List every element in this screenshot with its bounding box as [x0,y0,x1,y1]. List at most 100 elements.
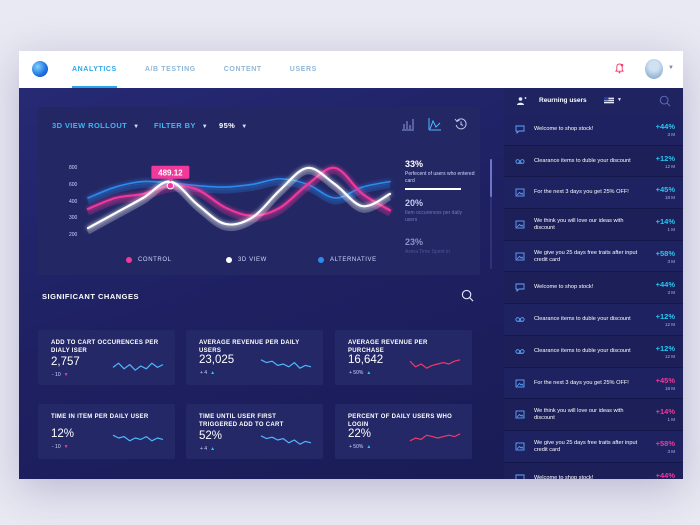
notification-value: +44% [655,470,675,479]
metric-card[interactable]: ADD TO CART OCCURENCES PER DIALY ISER 2,7… [38,330,175,385]
notification-item[interactable]: We give you 25 days free traits after in… [504,240,683,273]
legend-label: 3D VIEW [238,257,267,263]
sparkline [260,359,312,369]
us-flag-icon[interactable] [604,97,614,104]
tab-users[interactable]: USERS [289,66,317,73]
notification-item[interactable]: For the next 3 days you get 25% OFF! +45%… [504,367,683,400]
notification-unit: 3 M [667,258,675,264]
logo[interactable] [32,61,48,77]
notification-item[interactable]: Welcome to shop stock! +44% [504,463,683,479]
tab-analytics[interactable]: ANALYTICS [72,51,117,88]
metric-change: + 50% ▲ [349,444,371,450]
image-icon [515,410,525,419]
notification-item[interactable]: We think you will love our ideas with di… [504,399,683,431]
metric-change-value: - 10 [52,444,61,450]
filter-dropdown[interactable]: FILTER BY ▼ [154,121,208,130]
arrow-up-icon: ▲ [366,370,372,376]
chevron-down-icon[interactable]: ▼ [668,65,674,71]
main-nav: ANALYTICS A/B TESTING CONTENT USERS [72,51,345,88]
view-dropdown[interactable]: 3D VIEW ROLLOUT ▼ [52,121,140,130]
arrow-up-icon: ▲ [210,370,216,376]
notification-text: We think you will love our ideas with di… [534,408,624,422]
notification-text: Welcome to shop stock! [534,284,594,291]
search-icon[interactable] [659,95,671,107]
series-alternative-line [87,178,391,199]
highlight-point[interactable] [166,182,175,190]
image-icon [515,188,525,197]
tab-ab-testing[interactable]: A/B TESTING [144,66,196,73]
y-tick-label: 200 [69,232,78,238]
sparkline [112,434,164,442]
sparkline-path [409,359,461,369]
metric-card[interactable]: AVERAGE REVENUE PER PURCHASE 16,642 + 50% ▲ [335,330,472,385]
filter-dropdown-label: FILTER BY [154,121,196,130]
notification-value: +45% [655,185,675,195]
notification-text: Welcome to shop stock! [534,474,594,479]
legend-label: CONTROL [138,257,172,263]
chevron-down-icon[interactable]: ▼ [617,97,622,103]
y-tick-label: 300 [69,215,78,221]
legend-dot [126,257,132,263]
image-icon [515,252,525,261]
notification-value: +45% [655,375,675,385]
stat-item[interactable]: 20% Item occurences per daily users [405,198,475,237]
series-3d-view-line-shadow [86,169,392,235]
legend-label: ALTERNATIVE [330,257,377,263]
y-tick-label: 400 [69,199,78,205]
notification-unit: 18 M [664,385,675,391]
area-chart-icon[interactable] [428,117,442,131]
percent-dropdown[interactable]: 95% ▼ [219,121,248,130]
stats-scrollbar-thumb[interactable] [490,159,492,197]
stat-description: Item occurences per daily users [405,210,462,223]
metric-change-value: - 10 [52,372,61,378]
notification-value: +14% [655,407,675,417]
sidebar-header: Reurning users ▼ [504,88,683,114]
sparkline-path [112,434,164,442]
arrow-down-icon: ▼ [63,444,69,450]
notification-item[interactable]: We give you 25 days free traits after in… [504,430,683,463]
bell-icon[interactable] [615,63,624,74]
notification-unit: 18 M [664,195,675,201]
notification-unit: 12 M [664,353,675,359]
history-icon[interactable] [454,117,468,131]
stat-description: Perfecent of users who entered card [405,171,475,184]
notification-value: +58% [655,438,675,448]
notification-unit: 12 M [664,322,675,328]
search-icon[interactable] [461,289,474,302]
legend-dot [318,257,324,263]
tooltip-value: 489.12 [158,169,183,178]
notification-item[interactable]: For the next 3 days you get 25% OFF! +45%… [504,177,683,210]
metric-value: 22% [348,428,372,440]
y-tick-label: 600 [69,182,78,188]
notification-text: Welcome to shop stock! [534,126,594,132]
notification-value: +44% [655,280,675,290]
notification-item[interactable]: Welcome to shop stock! +44% 3 M [504,114,683,146]
notification-item[interactable]: Welcome to shop stock! +44% 3 M [504,272,683,305]
notification-item[interactable]: Clearance items to duble your discount +1… [504,146,683,178]
metric-card[interactable]: TIME UNTIL USER FIRST TRIGGERED ADD TO C… [186,404,323,459]
stats-scrollbar[interactable] [490,159,492,269]
avatar[interactable] [645,59,663,79]
tab-content[interactable]: CONTENT [223,66,262,73]
notification-item[interactable]: Clearance items to duble your discount +1… [504,304,683,336]
sparkline [260,435,312,445]
voicemail-icon [515,349,525,354]
bar-chart-icon[interactable] [401,117,415,131]
line-chart: 800 600 400 300 200 489.12 [69,165,392,238]
sparkline [409,433,461,442]
notification-text: For the next 3 days you get 25% OFF! [534,379,629,386]
legend-dot [226,257,232,263]
chevron-down-icon: ▼ [241,124,248,130]
stat-item[interactable]: 33% Perfecent of users who entered card [405,159,475,198]
metric-card[interactable]: PERCENT OF DAILY USERS WHO LOGIN 22% + 50%… [335,404,472,459]
metric-card[interactable]: AVERAGE REVENUE PER DAILY USERS 23,025 + 4… [186,330,323,385]
stat-item[interactable]: 23% Avera Time Spent in [405,237,475,276]
notification-item[interactable]: We think you will love our ideas with di… [504,209,683,241]
metric-title: TIME UNTIL USER FIRST TRIGGERED ADD TO C… [199,414,284,428]
main-panel: 3D VIEW ROLLOUT ▼ FILTER BY ▼ 95% ▼ 800 600 4… [19,88,504,479]
notification-value: +14% [655,217,675,227]
metric-title: ADD TO CART OCCURENCES PER DIALY ISER [51,340,159,354]
metric-card[interactable]: TIME IN ITEM PER DAILY USER 12% - 10 ▼ [38,404,175,459]
notification-item[interactable]: Clearance items to duble your discount +1… [504,336,683,368]
notification-unit: 3 M [667,132,675,137]
